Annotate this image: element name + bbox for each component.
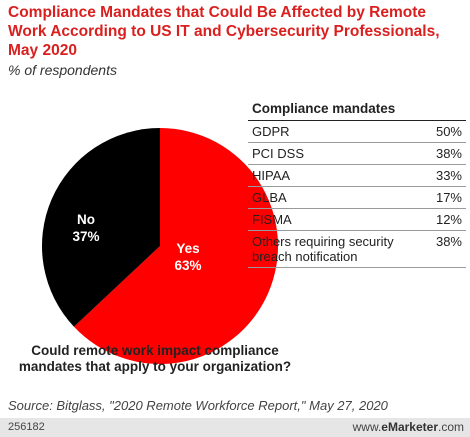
table-row: Others requiring security breach notific… [248, 231, 466, 268]
table-header: Compliance mandates [248, 96, 466, 121]
table-row: PCI DSS 38% [248, 143, 466, 165]
brand-logo[interactable]: www.eMarketer.com [353, 420, 464, 434]
pie-slice-yes [73, 128, 278, 364]
row-name: FISMA [252, 212, 292, 227]
source-note: Source: Bitglass, "2020 Remote Workforce… [8, 398, 388, 413]
table-row: FISMA 12% [248, 209, 466, 231]
footer-bar: 256182 www.eMarketer.com [0, 418, 470, 437]
pie-slice-no [41, 128, 160, 327]
pie-label-yes: Yes 63% [166, 240, 210, 274]
pie-label-no-value: 37% [72, 229, 100, 244]
chart-subtitle: % of respondents [8, 62, 117, 78]
pie-label-yes-value: 63% [174, 258, 202, 273]
row-name: GLBA [252, 190, 287, 205]
pie-label-no: No 37% [66, 211, 106, 245]
chart-title: Compliance Mandates that Could Be Affect… [8, 4, 440, 59]
row-name: HIPAA [252, 168, 291, 183]
table-row: HIPAA 33% [248, 165, 466, 187]
chart-id: 256182 [8, 421, 45, 433]
brand-prefix: www. [352, 420, 382, 434]
row-name: PCI DSS [252, 146, 305, 161]
row-value: 17% [435, 190, 462, 205]
pie-label-yes-name: Yes [176, 241, 200, 256]
row-value: 38% [435, 234, 462, 249]
row-value: 12% [435, 212, 462, 227]
row-name: GDPR [252, 124, 290, 139]
row-value: 33% [435, 168, 462, 183]
row-name: Others requiring security breach notific… [252, 234, 394, 264]
compliance-table: Compliance mandates GDPR 50% PCI DSS 38%… [248, 96, 466, 268]
brand-name: eMarketer [381, 420, 438, 434]
pie-label-no-name: No [77, 212, 95, 227]
table-row: GLBA 17% [248, 187, 466, 209]
table-row: GDPR 50% [248, 121, 466, 143]
pie-question: Could remote work impact compliance mand… [18, 343, 292, 374]
row-value: 38% [435, 146, 462, 161]
row-value: 50% [435, 124, 462, 139]
brand-suffix: .com [437, 420, 464, 434]
